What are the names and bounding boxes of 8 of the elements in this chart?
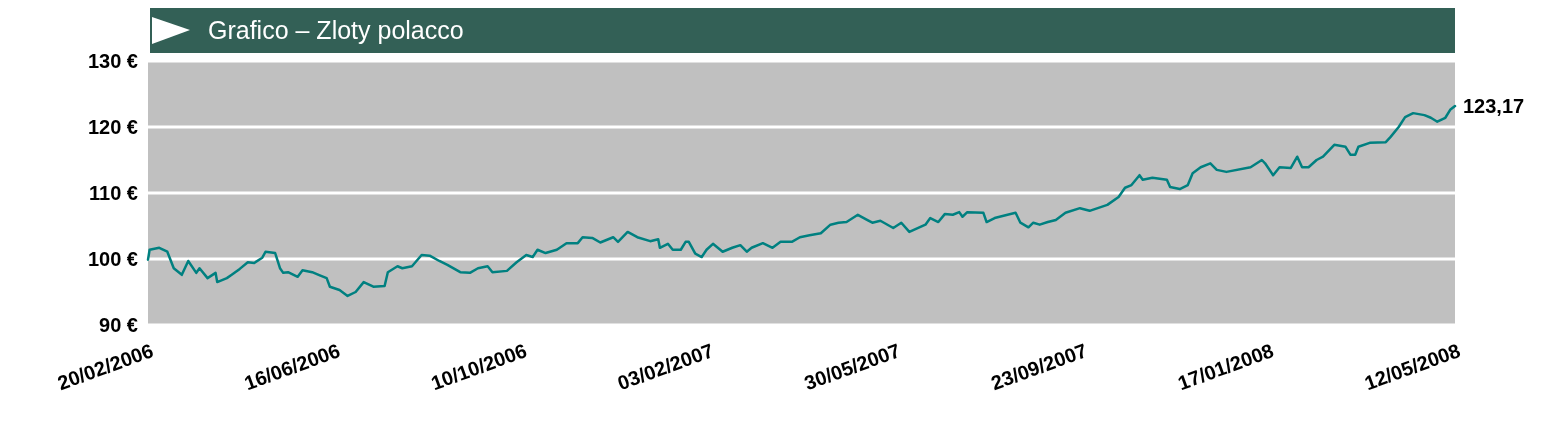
line-series [146, 104, 1457, 298]
y-tick-label: 110 € [89, 182, 138, 204]
y-tick-label: 100 € [87, 248, 138, 270]
y-tick-label: 90 € [99, 314, 138, 336]
chart-title: Grafico – Zloty polacco [208, 16, 464, 44]
y-tick-label: 130 € [87, 50, 138, 72]
y-tick-label: 120 € [87, 116, 138, 138]
annotation: 123,17 [1463, 95, 1525, 118]
